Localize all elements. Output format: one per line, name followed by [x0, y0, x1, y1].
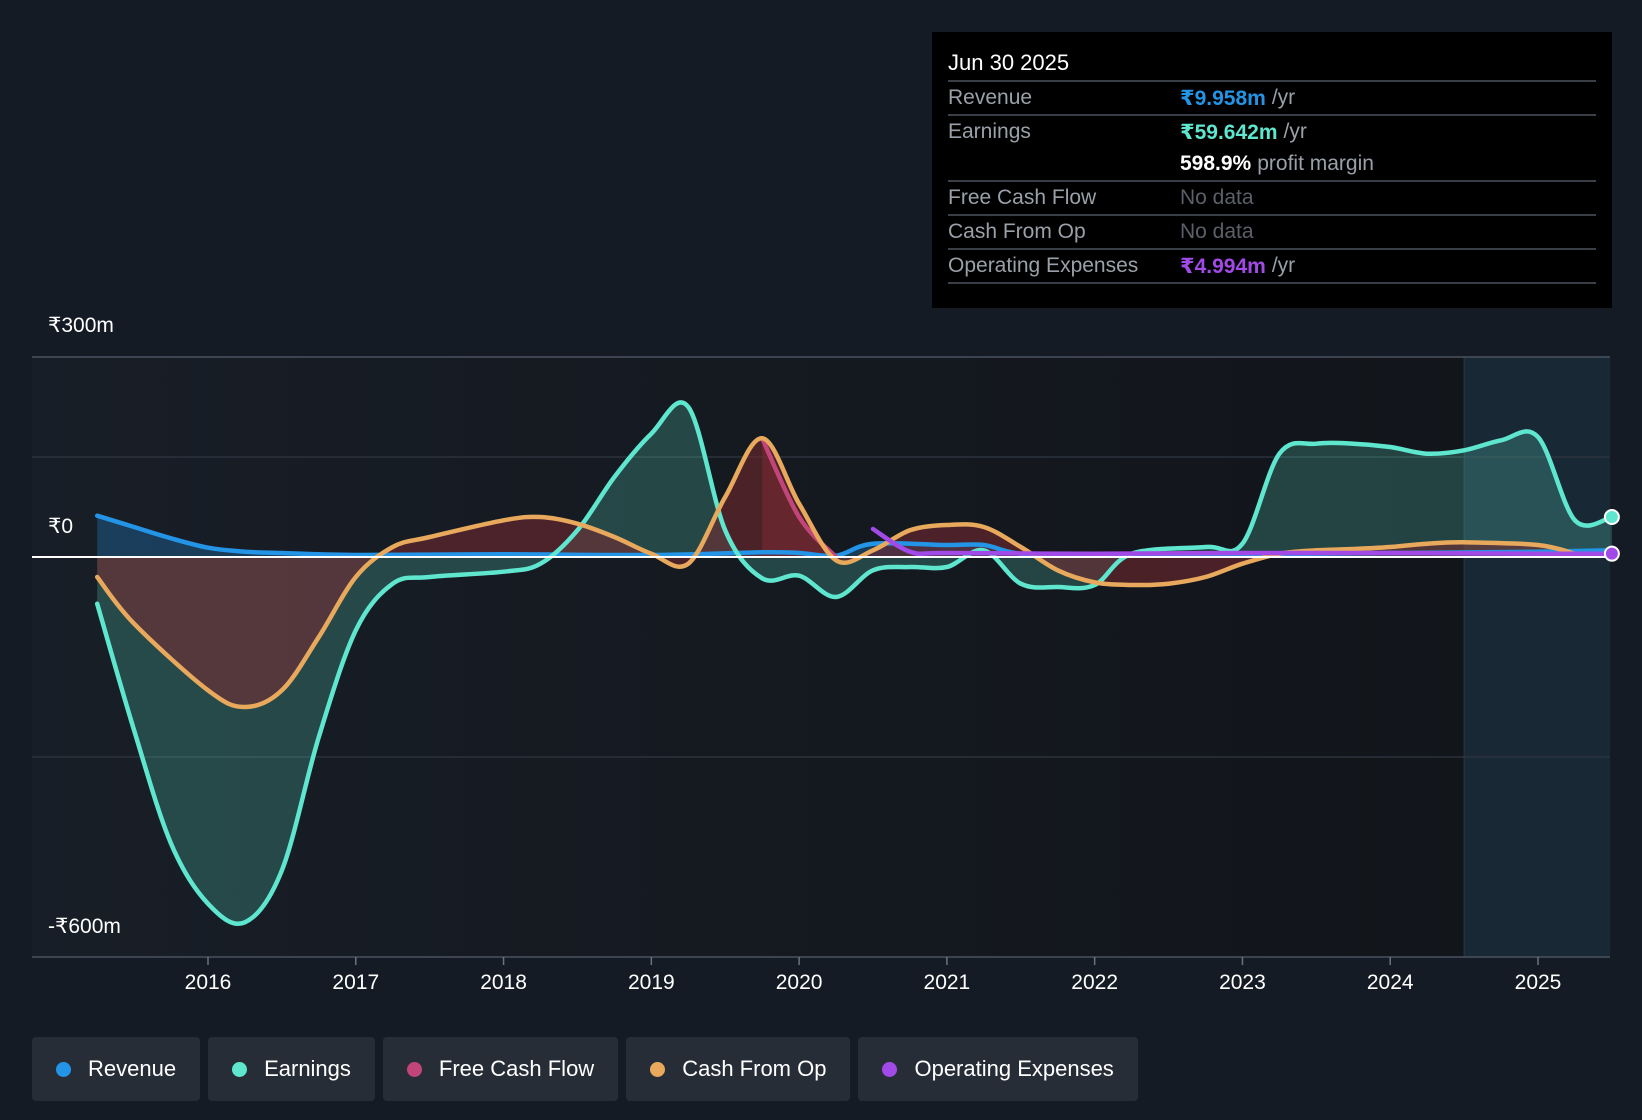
x-tick-label: 2024 — [1367, 971, 1414, 994]
tooltip-label: Free Cash Flow — [948, 186, 1097, 209]
earnings-area — [97, 402, 1612, 924]
tooltip-unit: /yr — [1271, 86, 1296, 109]
y-tick-label: ₹0 — [48, 515, 73, 538]
legend-label: Revenue — [88, 1056, 177, 1081]
x-tick-label: 2021 — [924, 971, 971, 994]
legend-item-revenue[interactable]: Revenue — [32, 1037, 201, 1101]
operating-expenses-line — [870, 526, 1615, 557]
earnings-line — [94, 400, 1615, 926]
x-tick-label: 2025 — [1515, 971, 1562, 994]
earnings-end-marker — [1603, 509, 1620, 525]
tooltip-unit: /yr — [1271, 254, 1296, 277]
tooltip-value: ₹9.958m — [1180, 86, 1266, 110]
tooltip-row-fcf: Free Cash Flow No data — [948, 180, 1596, 214]
y-tick-label: -₹600m — [48, 915, 121, 938]
tooltip-row-revenue: Revenue ₹9.958m /yr — [948, 80, 1596, 114]
tooltip-label: Cash From Op — [948, 220, 1086, 243]
cash-from-op-area — [97, 438, 1575, 707]
legend-label: Operating Expenses — [914, 1056, 1114, 1081]
legend-label: Cash From Op — [682, 1056, 827, 1081]
legend-dot — [56, 1061, 71, 1077]
x-tick-label: 2019 — [628, 971, 675, 994]
tooltip-row-opex: Operating Expenses ₹4.994m /yr — [948, 248, 1596, 284]
tooltip-label: Earnings — [948, 120, 1031, 143]
legend-label: Earnings — [264, 1056, 351, 1081]
x-tick-label: 2020 — [776, 971, 823, 994]
tooltip-label: Revenue — [948, 86, 1033, 109]
x-tick-label: 2017 — [332, 971, 379, 994]
chart-legend: Revenue Earnings Free Cash Flow Cash Fro… — [32, 1037, 1146, 1101]
y-tick-label: ₹300m — [48, 314, 114, 337]
tooltip-unit: profit margin — [1257, 152, 1374, 175]
legend-dot — [406, 1061, 422, 1077]
tooltip-label: Operating Expenses — [948, 254, 1139, 277]
x-tick-label: 2022 — [1071, 971, 1118, 994]
tooltip-unit: /yr — [1283, 120, 1307, 143]
tooltip-row-cfo: Cash From Op No data — [948, 214, 1596, 248]
legend-dot — [650, 1061, 666, 1077]
legend-item-earnings[interactable]: Earnings — [208, 1037, 375, 1101]
x-tick-label: 2016 — [185, 971, 232, 994]
legend-dot — [232, 1061, 248, 1077]
tooltip-value: No data — [1180, 186, 1254, 209]
legend-dot — [882, 1061, 898, 1077]
legend-label: Free Cash Flow — [438, 1056, 595, 1081]
tooltip-value: ₹4.994m — [1180, 254, 1266, 278]
tooltip-value: ₹59.642m — [1180, 120, 1278, 144]
legend-item-operating-expenses[interactable]: Operating Expenses — [858, 1037, 1138, 1101]
x-tick-label: 2018 — [480, 971, 527, 994]
x-tick-label: 2023 — [1219, 971, 1266, 994]
tooltip-row-earnings: Earnings ₹59.642m /yr — [948, 114, 1596, 148]
legend-item-cash-from-op[interactable]: Cash From Op — [626, 1037, 851, 1101]
cash-from-op-line — [94, 436, 1578, 710]
operating-expenses-end-marker — [1603, 545, 1620, 562]
tooltip-value: No data — [1180, 220, 1254, 243]
tooltip-date: Jun 30 2025 — [948, 50, 1070, 75]
data-tooltip: Jun 30 2025 Revenue ₹9.958m /yr Earnings… — [932, 32, 1612, 308]
legend-item-free-cash-flow[interactable]: Free Cash Flow — [382, 1037, 619, 1101]
tooltip-value: 598.9% — [1180, 152, 1252, 175]
tooltip-row-margin: 598.9% profit margin — [948, 148, 1596, 180]
